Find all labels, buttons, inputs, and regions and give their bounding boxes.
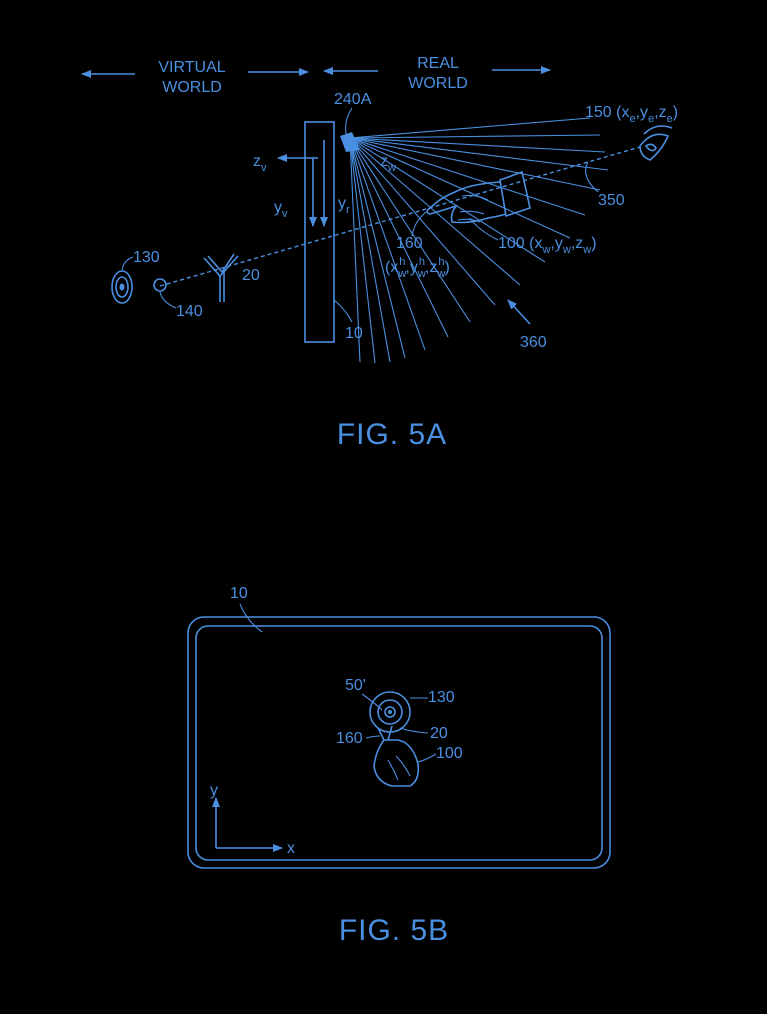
display-screen-10 [305, 122, 334, 342]
fig5b-ref-20: 20 [430, 725, 448, 742]
projectile-140 [154, 279, 166, 291]
leader-240a [346, 108, 352, 134]
leader-140 [160, 292, 176, 308]
leader-160 [412, 212, 426, 236]
fig5b-ref-160: 160 [336, 730, 363, 747]
axis-yv-label: yv [274, 199, 288, 220]
fig-5a-caption: FIG. 5A [337, 418, 447, 451]
fig5b-y-label: y [210, 782, 218, 799]
leader-360 [508, 300, 530, 324]
real-world-label-2: WORLD [408, 75, 468, 92]
virtual-target-130 [112, 271, 132, 303]
ref-130: 130 [133, 249, 160, 266]
virtual-world-label-2: WORLD [162, 79, 222, 96]
ref-140: 140 [176, 303, 203, 320]
fig-5b: 10 50' 130 20 160 100 y x FIG. 5B [188, 585, 610, 947]
ref-360: 360 [520, 334, 547, 351]
ref-160: 160 [396, 235, 423, 252]
axis-zw-label: zw [380, 153, 396, 174]
leader-10 [334, 300, 352, 322]
ref-350: 350 [598, 192, 625, 209]
fig5b-leader-10 [240, 604, 262, 632]
real-world-label-1: REAL [417, 55, 459, 72]
ref-10: 10 [345, 325, 363, 342]
ref-20: 20 [242, 267, 260, 284]
user-eye-icon [640, 126, 672, 160]
fig5b-leader-160 [366, 736, 380, 738]
fig5b-ref-50: 50' [345, 677, 366, 694]
onscreen-target-icon [370, 692, 410, 732]
fig-5b-caption: FIG. 5B [339, 914, 449, 947]
fig5b-leader-100 [418, 754, 436, 762]
hand-coords-100: 100 (xw,yw,zw) [498, 235, 597, 256]
device-outer-frame [188, 617, 610, 868]
fig5b-x-label: x [287, 840, 295, 857]
fig5b-leader-20 [400, 728, 428, 733]
onscreen-hand-icon [374, 726, 418, 786]
fig-5a: VIRTUAL WORLD REAL WORLD [82, 55, 678, 451]
virtual-world-label-1: VIRTUAL [158, 59, 225, 76]
fig5b-ref-130: 130 [428, 689, 455, 706]
device-screen [196, 626, 602, 860]
axis-zv-label: zv [253, 153, 267, 174]
axis-yr-label: yr [338, 195, 350, 216]
fig5b-leader-50 [362, 694, 382, 710]
leader-130 [122, 257, 133, 270]
fig5b-ref-10: 10 [230, 585, 248, 602]
fig5b-ref-100: 100 [436, 745, 463, 762]
slingshot-20 [204, 254, 238, 302]
fingertip-coords: (xwh,ywh,zwh) [385, 256, 450, 280]
ref-240a: 240A [334, 91, 372, 108]
eye-coords-150: 150 (xe,ye,ze) [585, 104, 678, 125]
